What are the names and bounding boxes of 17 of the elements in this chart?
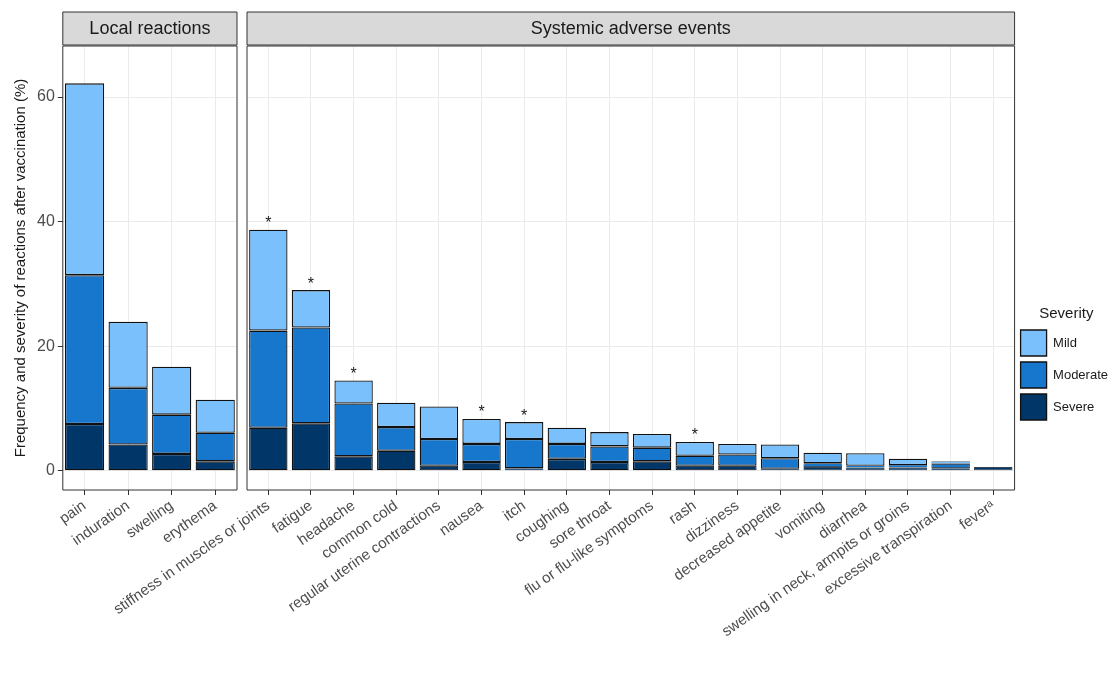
annotation: * (521, 406, 528, 424)
legend-label: Severe (1053, 398, 1095, 414)
y-tick-label: 60 (37, 87, 55, 105)
annotation: * (307, 274, 315, 292)
y-tick-label: 40 (37, 212, 55, 230)
annotation: * (265, 214, 272, 232)
annotation: * (478, 403, 485, 421)
y-tick-label: 0 (45, 461, 55, 479)
annotation: * (350, 364, 357, 382)
legend-label: Moderate (1053, 366, 1108, 382)
annotation: * (691, 426, 698, 444)
y-axis-title: Frequency and severity of reactions after vaccination (%) (11, 78, 29, 458)
chart-title: Local reactions (89, 17, 211, 38)
y-tick-label: 20 (37, 336, 55, 354)
legend-label: Mild (1053, 334, 1077, 350)
legend-title: Severity (1039, 303, 1094, 321)
chart-title: Systemic adverse events (530, 17, 731, 38)
